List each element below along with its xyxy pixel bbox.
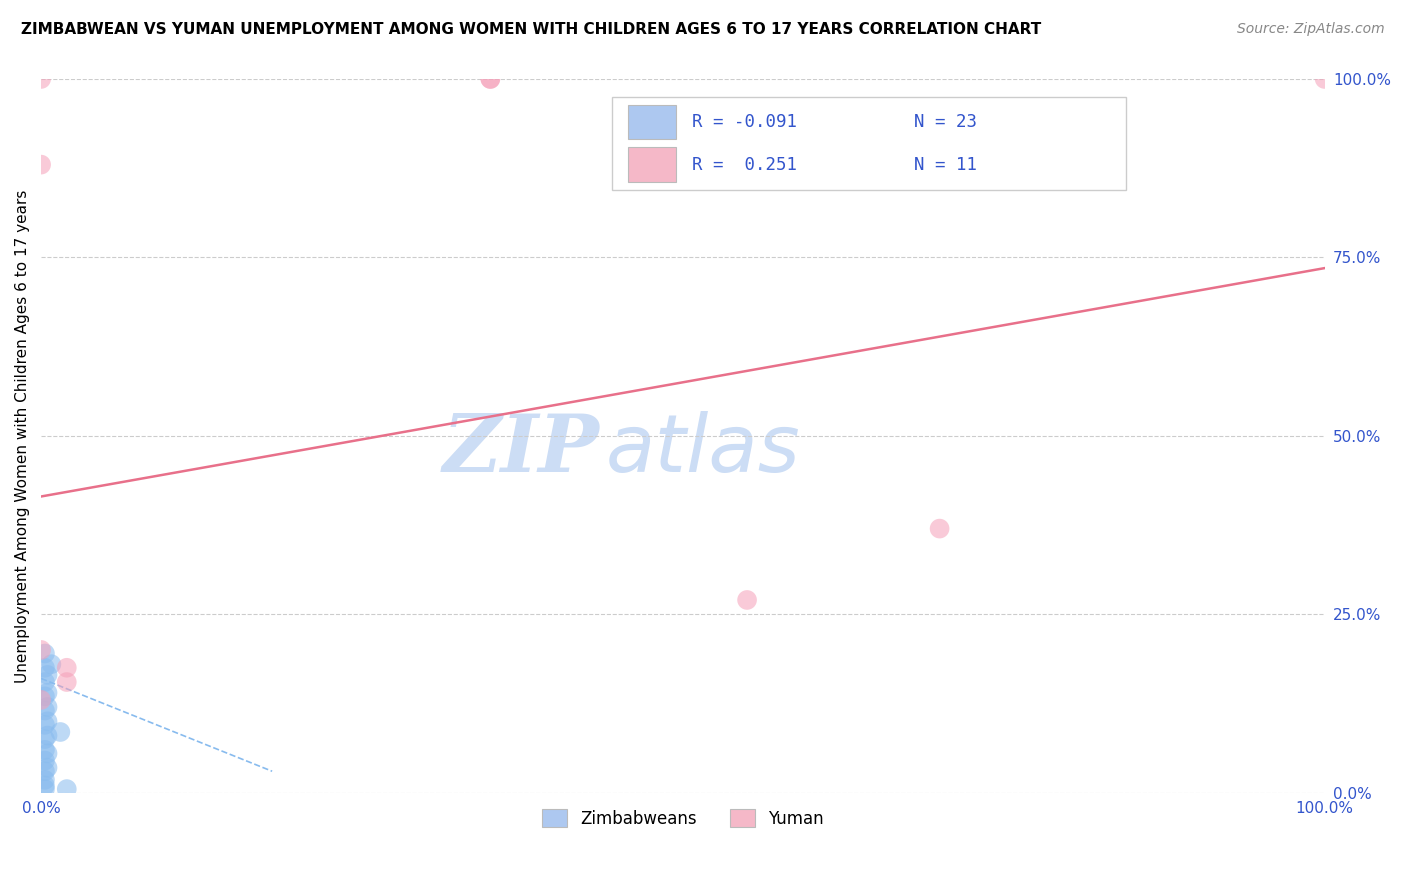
Point (34, 754, 56, 768)
Point (1313, 72, 1336, 87)
Bar (612, 97, 1126, 190)
Point (55, 782, 77, 797)
Point (55, 675, 77, 690)
Point (34, 772, 56, 787)
Text: ZIP: ZIP (443, 411, 599, 489)
Text: atlas: atlas (606, 411, 800, 489)
Point (34, 690, 56, 704)
Point (34, 782, 56, 797)
Point (34, 743, 56, 757)
Point (34, 764, 56, 779)
Text: R = -0.091: R = -0.091 (692, 112, 797, 131)
Point (55, 661, 77, 675)
Text: R =  0.251: R = 0.251 (692, 155, 797, 174)
Point (30, 158, 52, 172)
Point (41, 657, 63, 672)
Point (928, 522, 950, 536)
Point (34, 647, 56, 661)
Point (37, 686, 59, 700)
Point (30, 72, 52, 87)
Point (37, 714, 59, 729)
Point (37, 668, 59, 682)
Point (479, 72, 502, 87)
Point (37, 747, 59, 761)
Point (479, 72, 502, 87)
Point (37, 700, 59, 714)
Text: N = 23: N = 23 (914, 112, 977, 131)
Y-axis label: Unemployment Among Women with Children Ages 6 to 17 years: Unemployment Among Women with Children A… (15, 189, 30, 682)
Point (37, 729, 59, 743)
Point (37, 761, 59, 775)
Point (30, 643, 52, 657)
Point (34, 732, 56, 747)
Point (34, 675, 56, 690)
Text: N = 11: N = 11 (914, 155, 977, 174)
Bar (627, 104, 676, 139)
Text: ZIMBABWEAN VS YUMAN UNEMPLOYMENT AMONG WOMEN WITH CHILDREN AGES 6 TO 17 YEARS CO: ZIMBABWEAN VS YUMAN UNEMPLOYMENT AMONG W… (21, 22, 1042, 37)
Point (735, 593, 758, 607)
Point (34, 661, 56, 675)
Point (34, 779, 56, 793)
Point (34, 718, 56, 732)
Bar (627, 147, 676, 182)
Text: Source: ZipAtlas.com: Source: ZipAtlas.com (1237, 22, 1385, 37)
Point (49, 725, 72, 739)
Legend: Zimbabweans, Yuman: Zimbabweans, Yuman (536, 803, 831, 834)
Point (34, 704, 56, 718)
Point (30, 693, 52, 707)
